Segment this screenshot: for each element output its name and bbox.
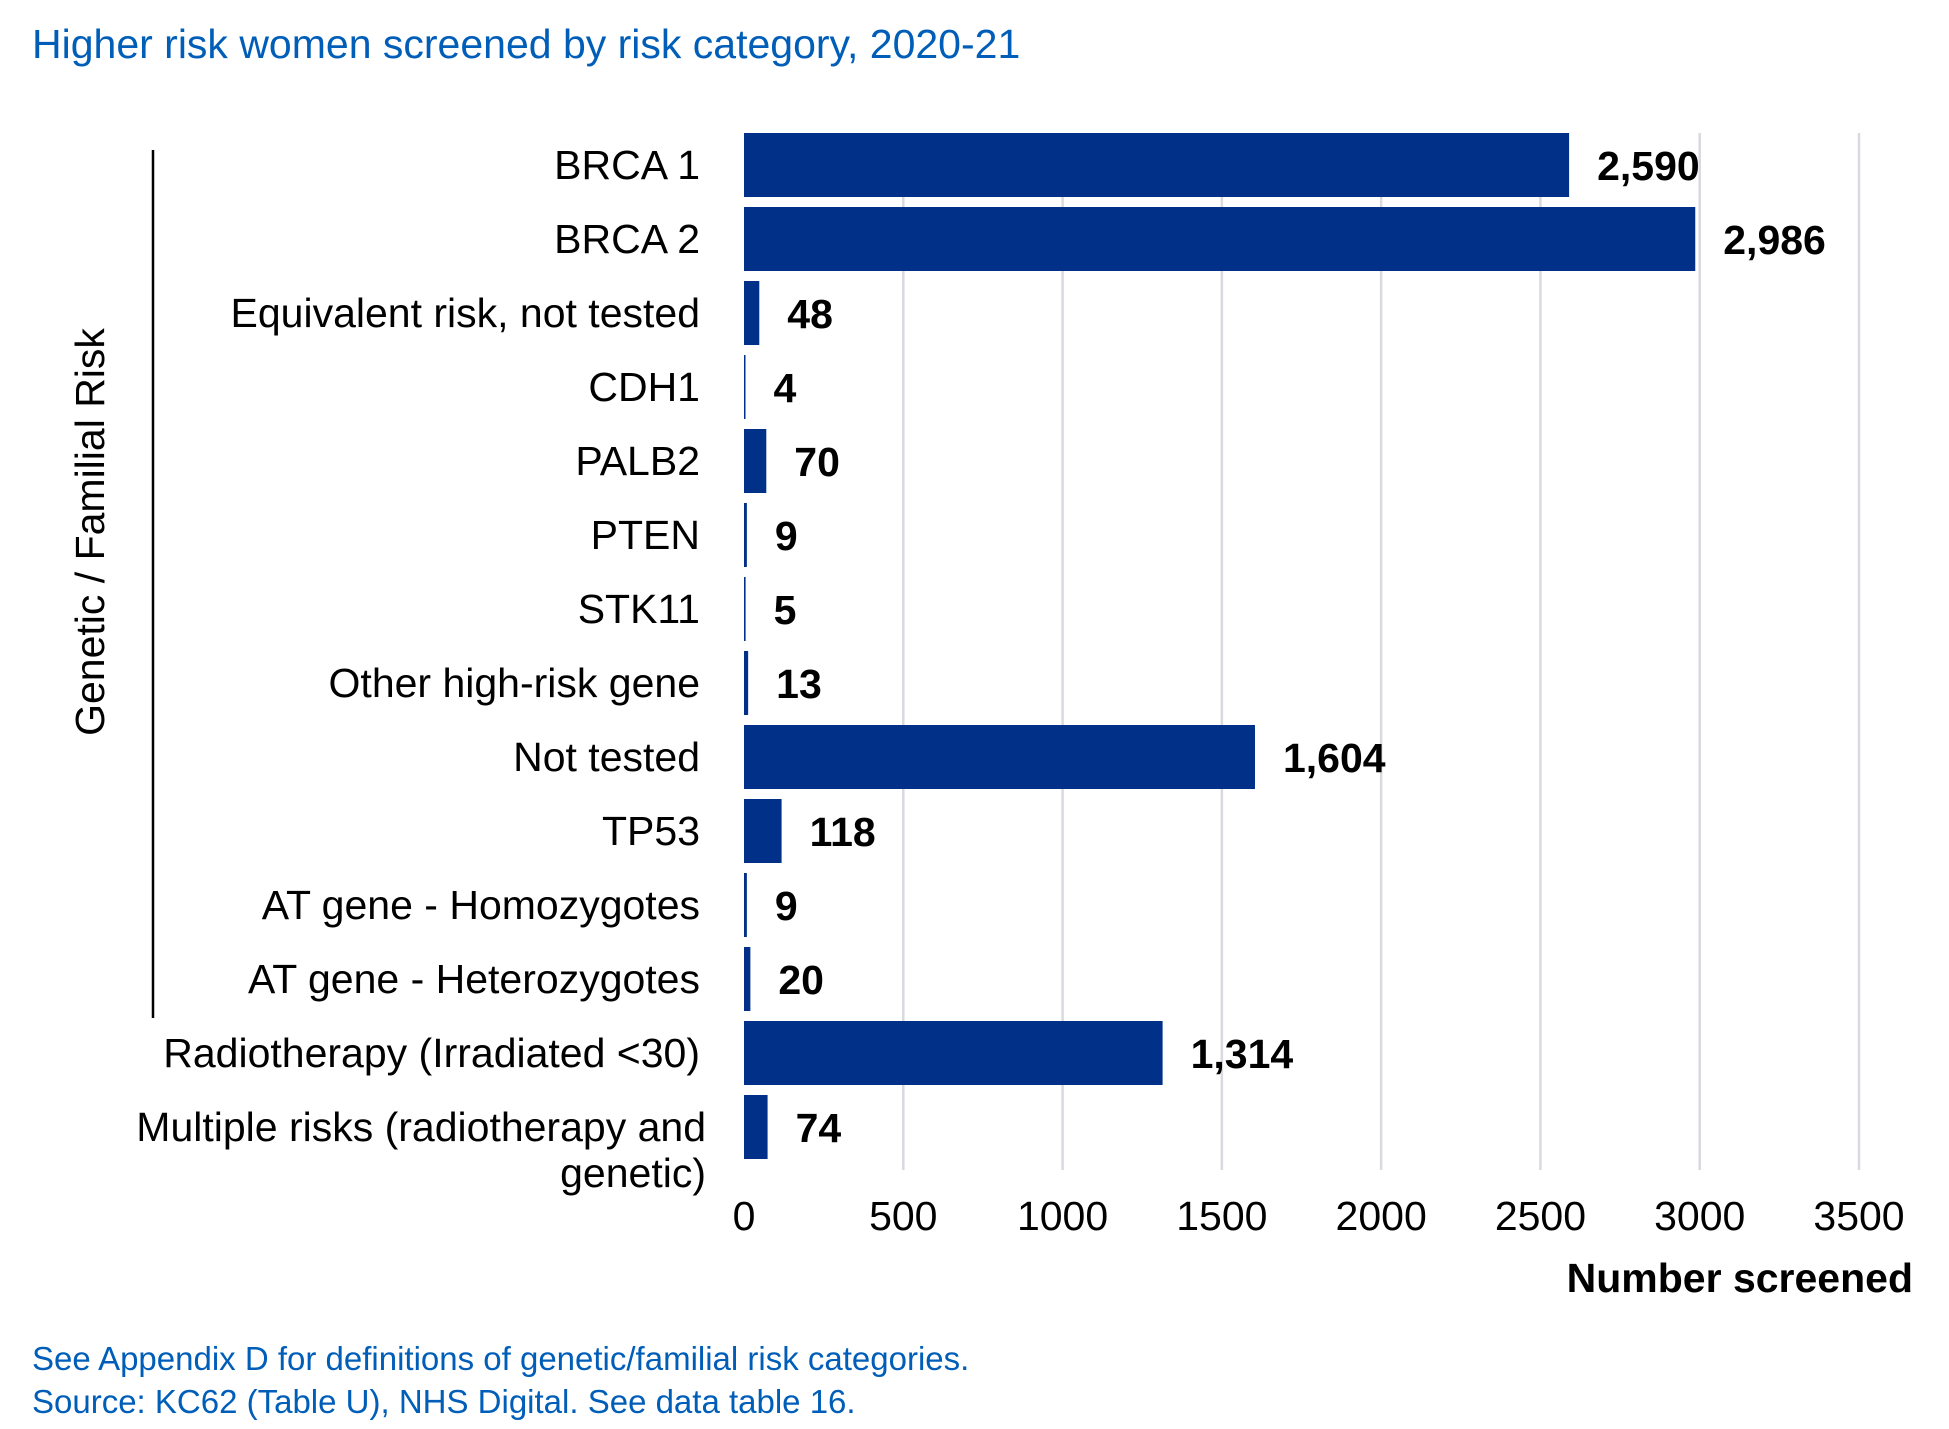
data-label: 118 <box>810 809 876 855</box>
footnote-source: Source: KC62 (Table U), NHS Digital. See… <box>32 1383 856 1420</box>
category-label: BRCA 1 <box>554 142 700 188</box>
data-label: 4 <box>774 365 797 411</box>
bar <box>744 577 746 641</box>
bar <box>744 429 767 493</box>
category-label: CDH1 <box>588 364 700 410</box>
x-tick-label: 1500 <box>1176 1193 1267 1239</box>
category-label: PTEN <box>591 512 700 558</box>
data-label: 2,590 <box>1597 143 1700 189</box>
bar <box>744 503 747 567</box>
data-label: 9 <box>775 883 798 929</box>
x-tick-label: 3500 <box>1813 1193 1904 1239</box>
category-label: Radiotherapy (Irradiated <30) <box>163 1030 700 1076</box>
data-labels: 2,590 2,986 48 4 70 9 5 13 1,604 118 9 20 1,314 74 <box>774 143 1826 1151</box>
x-tick-label: 0 <box>733 1193 756 1239</box>
bar <box>744 133 1570 197</box>
gridlines <box>902 133 1861 1170</box>
category-label: BRCA 2 <box>554 216 700 262</box>
bar <box>744 1021 1163 1085</box>
x-axis-title: Number screened <box>1567 1255 1913 1301</box>
bar <box>744 1095 768 1159</box>
bars <box>744 133 1696 1159</box>
category-label: AT gene - Heterozygotes <box>248 956 700 1002</box>
bar <box>744 799 782 863</box>
category-label: STK11 <box>578 586 700 632</box>
bar <box>744 873 747 937</box>
data-label: 74 <box>796 1105 842 1151</box>
data-label: 20 <box>778 957 824 1003</box>
bar <box>744 281 760 345</box>
bar <box>744 207 1696 271</box>
bar <box>744 651 749 715</box>
category-label: TP53 <box>602 808 700 854</box>
x-tick-label: 3000 <box>1654 1193 1745 1239</box>
chart-title: Higher risk women screened by risk categ… <box>32 21 1020 67</box>
data-label: 1,314 <box>1191 1031 1294 1077</box>
x-axis-ticks: 0 500 1000 1500 2000 2500 3000 3500 <box>733 1193 1905 1239</box>
x-tick-label: 2000 <box>1336 1193 1427 1239</box>
group-label: Genetic / Familial Risk <box>67 328 113 736</box>
data-label: 70 <box>794 439 840 485</box>
category-label: PALB2 <box>575 438 700 484</box>
bar <box>744 947 751 1011</box>
data-label: 1,604 <box>1283 735 1386 781</box>
x-tick-label: 500 <box>869 1193 937 1239</box>
data-label: 9 <box>775 513 798 559</box>
x-tick-label: 2500 <box>1495 1193 1586 1239</box>
footnote-appendix: See Appendix D for definitions of geneti… <box>32 1340 969 1377</box>
data-label: 5 <box>774 587 797 633</box>
category-labels: BRCA 1 BRCA 2 Equivalent risk, not tested C… <box>136 142 706 1196</box>
data-label: 13 <box>776 661 822 707</box>
data-label: 48 <box>787 291 833 337</box>
bar <box>744 355 746 419</box>
category-label: Other high-risk gene <box>329 660 700 706</box>
bar <box>744 725 1255 789</box>
data-label: 2,986 <box>1723 217 1826 263</box>
category-label: Equivalent risk, not tested <box>231 290 700 336</box>
x-tick-label: 1000 <box>1017 1193 1108 1239</box>
category-label: AT gene - Homozygotes <box>262 882 700 928</box>
category-label: Not tested <box>513 734 700 780</box>
category-label: Multiple risks (radiotherapy and genetic) <box>136 1104 706 1196</box>
